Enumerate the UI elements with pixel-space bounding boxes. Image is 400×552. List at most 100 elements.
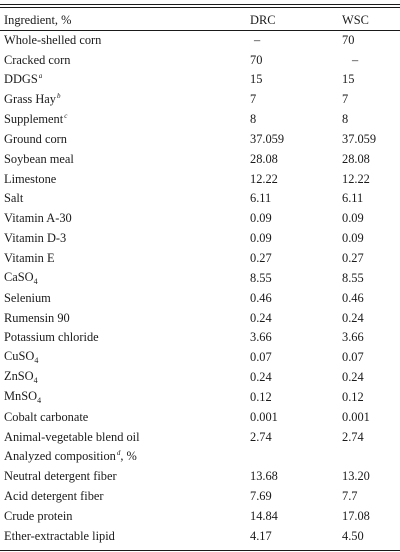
top-rule-second — [0, 7, 400, 8]
drc-value: 2.74 — [250, 429, 272, 444]
drc-value — [248, 447, 336, 467]
drc-value: 12.22 — [250, 171, 278, 186]
ingredient-table: Ingredient, % DRC WSC Whole-shelled corn… — [0, 10, 400, 546]
table-row: Analyzed compositiond, % — [0, 447, 400, 467]
header-rule — [0, 30, 400, 31]
drc-value: 0.46 — [250, 290, 272, 305]
header-drc: DRC — [250, 12, 276, 27]
drc-value: 0.24 — [250, 370, 272, 385]
ingredient-label: Crude protein — [4, 508, 73, 523]
footnote-marker: d — [116, 449, 121, 458]
table-row: Ether-extractable lipid 4.17 4.50 — [0, 526, 400, 546]
wsc-value: 7 — [342, 92, 349, 107]
wsc-value: 8 — [342, 112, 349, 127]
ingredient-name: Crude protein — [0, 506, 248, 526]
chemical-subscript: 4 — [37, 395, 42, 405]
drc-value: 4.17 — [250, 528, 272, 543]
ingredient-label: Cobalt carbonate — [4, 409, 89, 424]
chemical-subscript: 4 — [34, 355, 39, 365]
table-row: CaSO4 8.55 8.55 — [0, 268, 400, 288]
ingredient-label: Limestone — [4, 171, 57, 186]
ingredient-label: Acid detergent fiber — [4, 489, 104, 504]
ingredient-name: Supplementc — [0, 109, 248, 129]
table-row: Supplementc 8 8 — [0, 109, 400, 129]
ingredient-label: Supplement — [4, 112, 64, 127]
wsc-value: 17.08 — [342, 508, 370, 523]
table-row: Neutral detergent fiber 13.68 13.20 — [0, 467, 400, 487]
drc-value: 8.55 — [250, 270, 272, 285]
unit-suffix: , % — [120, 449, 137, 464]
header-ingredient: Ingredient, % — [4, 12, 72, 27]
table-row: Animal-vegetable blend oil 2.74 2.74 — [0, 427, 400, 447]
ingredient-label: Cracked corn — [4, 52, 71, 67]
drc-value: 15 — [250, 72, 263, 87]
drc-value: 0.12 — [250, 389, 272, 404]
ingredient-label: Vitamin D-3 — [4, 231, 67, 246]
ingredient-name: Cracked corn — [0, 50, 248, 70]
wsc-value: 37.059 — [342, 131, 377, 146]
table-row: Vitamin A-30 0.09 0.09 — [0, 209, 400, 229]
ingredient-label: Vitamin E — [4, 251, 55, 265]
ingredient-name: Whole-shelled corn — [0, 30, 248, 50]
top-rule — [0, 4, 400, 5]
table-row: Salt 6.11 6.11 — [0, 189, 400, 209]
drc-value: 0.07 — [250, 350, 272, 365]
drc-value: 0.001 — [250, 409, 278, 424]
wsc-value: 0.09 — [342, 231, 364, 246]
drc-value: 0.09 — [250, 231, 272, 246]
ingredient-name: ZnSO4 — [0, 367, 248, 387]
table-row: Cracked corn 70 – — [0, 50, 400, 70]
footnote-marker: b — [56, 92, 61, 101]
ingredient-name: Selenium — [0, 288, 248, 308]
table-row: Whole-shelled corn – 70 — [0, 30, 400, 50]
wsc-value: 0.001 — [342, 409, 370, 424]
drc-value: 70 — [250, 52, 263, 67]
ingredient-name: Ether-extractable lipid — [0, 526, 248, 546]
ingredient-label: Ground corn — [4, 131, 67, 146]
ingredient-name: Analyzed compositiond, % — [0, 447, 248, 467]
table-row: Rumensin 90 0.24 0.24 — [0, 308, 400, 328]
wsc-value: 0.07 — [342, 350, 364, 365]
ingredient-name: Cobalt carbonate — [0, 407, 248, 427]
drc-value: 6.11 — [250, 191, 272, 206]
table-row: Selenium 0.46 0.46 — [0, 288, 400, 308]
ingredient-label: MnSO — [4, 388, 38, 403]
ingredient-label: Selenium — [4, 290, 51, 305]
ingredient-name: Acid detergent fiber — [0, 486, 248, 506]
wsc-value: – — [352, 52, 359, 67]
table-row: Crude protein 14.84 17.08 — [0, 506, 400, 526]
wsc-value: 0.46 — [342, 290, 364, 305]
wsc-value — [336, 447, 400, 467]
ingredient-name: Animal-vegetable blend oil — [0, 427, 248, 447]
wsc-value: 15 — [342, 72, 355, 87]
ingredient-name: Salt — [0, 189, 248, 209]
drc-value: 37.059 — [250, 131, 285, 146]
table-row: Soybean meal 28.08 28.08 — [0, 149, 400, 169]
drc-value: 0.09 — [250, 211, 272, 226]
ingredient-name: Vitamin A-30 — [0, 209, 248, 229]
table-row: ZnSO4 0.24 0.24 — [0, 367, 400, 387]
ingredient-label: Salt — [4, 191, 24, 206]
drc-value: 7.69 — [250, 489, 272, 504]
ingredient-name: CaSO4 — [0, 268, 248, 288]
header-wsc: WSC — [342, 12, 369, 27]
drc-value: 0.27 — [250, 251, 272, 265]
wsc-value: 28.08 — [342, 151, 370, 166]
ingredient-name: Grass Hayb — [0, 90, 248, 110]
wsc-value: 0.24 — [342, 310, 364, 325]
wsc-value: 12.22 — [342, 171, 370, 186]
chemical-subscript: 4 — [33, 276, 38, 286]
ingredient-name: DDGSa — [0, 70, 248, 90]
table-row: Ground corn 37.059 37.059 — [0, 129, 400, 149]
wsc-value: 70 — [342, 32, 355, 47]
drc-value: 7 — [250, 92, 257, 107]
ingredient-name: Vitamin E — [0, 248, 248, 268]
ingredient-name: Neutral detergent fiber — [0, 467, 248, 487]
ingredient-name: CuSO4 — [0, 348, 248, 368]
drc-value: 8 — [250, 112, 257, 127]
wsc-value: 6.11 — [342, 191, 364, 206]
ingredient-name: Potassium chloride — [0, 328, 248, 348]
table-row: Vitamin E 0.27 0.27 — [0, 248, 400, 268]
footnote-marker: c — [64, 112, 68, 121]
